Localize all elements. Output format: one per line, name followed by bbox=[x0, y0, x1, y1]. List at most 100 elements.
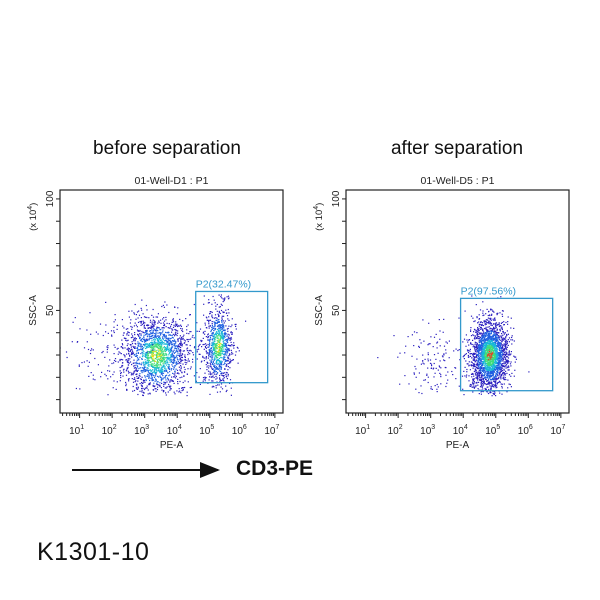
event-dot bbox=[476, 382, 478, 384]
event-dot bbox=[122, 347, 124, 350]
event-dot bbox=[71, 341, 73, 343]
event-dot bbox=[471, 357, 473, 359]
event-dot bbox=[171, 359, 173, 361]
event-dot bbox=[188, 333, 190, 335]
event-dot bbox=[211, 354, 213, 357]
event-dot bbox=[210, 360, 212, 362]
event-dot bbox=[224, 368, 226, 370]
event-dot bbox=[117, 361, 119, 363]
event-dot bbox=[162, 363, 164, 365]
event-dot bbox=[500, 378, 502, 380]
event-dot bbox=[165, 343, 167, 345]
event-dot bbox=[225, 325, 227, 327]
event-dot bbox=[215, 352, 217, 355]
event-dot bbox=[90, 333, 92, 335]
event-dot bbox=[181, 355, 183, 357]
event-dot bbox=[486, 339, 488, 341]
event-dot bbox=[170, 369, 172, 371]
event-dot bbox=[481, 324, 483, 326]
event-dot bbox=[495, 380, 497, 382]
event-dot bbox=[134, 378, 136, 380]
event-dot bbox=[481, 356, 484, 358]
event-dot bbox=[478, 330, 480, 332]
event-dot bbox=[505, 337, 507, 339]
event-dot bbox=[142, 387, 144, 389]
event-dot bbox=[172, 351, 174, 353]
event-dot bbox=[206, 317, 208, 319]
event-dot bbox=[440, 367, 442, 369]
event-dot bbox=[158, 340, 160, 342]
event-dot bbox=[465, 345, 467, 347]
event-dot bbox=[214, 336, 216, 338]
event-dot bbox=[172, 354, 174, 357]
event-dot bbox=[142, 382, 144, 384]
event-dot bbox=[217, 324, 219, 326]
event-dot bbox=[495, 385, 498, 387]
event-dot bbox=[493, 378, 495, 381]
event-dot bbox=[486, 362, 488, 365]
event-dot bbox=[91, 348, 93, 350]
event-dot bbox=[468, 339, 471, 341]
event-dot bbox=[220, 336, 222, 338]
event-dot bbox=[164, 360, 166, 363]
event-dot bbox=[213, 327, 215, 329]
event-dot bbox=[152, 374, 154, 376]
event-dot bbox=[222, 345, 224, 347]
event-dot bbox=[146, 356, 148, 358]
event-dot bbox=[484, 339, 487, 342]
event-dot bbox=[167, 391, 169, 393]
event-dot bbox=[490, 319, 493, 321]
event-dot bbox=[134, 303, 136, 306]
event-dot bbox=[478, 332, 480, 334]
event-dot bbox=[181, 338, 183, 340]
event-dot bbox=[196, 330, 198, 332]
event-dot bbox=[151, 332, 153, 335]
event-dot bbox=[201, 360, 203, 362]
event-dot bbox=[217, 331, 219, 333]
event-dot bbox=[491, 356, 493, 358]
event-dot bbox=[495, 345, 497, 347]
event-dot bbox=[176, 363, 178, 365]
event-dot bbox=[158, 376, 160, 378]
event-dot bbox=[189, 353, 191, 355]
event-dot bbox=[148, 327, 150, 329]
event-dot bbox=[404, 352, 406, 354]
event-dot bbox=[151, 323, 153, 325]
event-dot bbox=[224, 359, 226, 361]
event-dot bbox=[216, 381, 218, 383]
event-dot bbox=[159, 348, 162, 350]
event-dot bbox=[165, 387, 167, 389]
event-dot bbox=[168, 337, 170, 339]
event-dot bbox=[237, 362, 239, 364]
event-dot bbox=[209, 350, 211, 352]
event-dot bbox=[487, 326, 489, 328]
event-dot bbox=[419, 339, 421, 341]
event-dot bbox=[493, 323, 495, 325]
event-dot bbox=[149, 337, 151, 339]
event-dot bbox=[493, 332, 495, 334]
event-dot bbox=[481, 337, 484, 339]
event-dot bbox=[223, 329, 225, 332]
event-dot bbox=[480, 379, 482, 381]
event-dot bbox=[210, 347, 212, 349]
event-dot bbox=[497, 377, 499, 379]
x-tick-label: 105 bbox=[199, 424, 214, 437]
event-dot bbox=[161, 343, 163, 345]
event-dot bbox=[491, 345, 493, 347]
event-dot bbox=[157, 367, 159, 369]
event-dot bbox=[496, 365, 498, 367]
event-dot bbox=[136, 357, 139, 359]
event-dot bbox=[151, 375, 153, 377]
event-dot bbox=[221, 361, 223, 363]
event-dot bbox=[491, 381, 493, 383]
event-dot bbox=[102, 334, 104, 337]
event-dot bbox=[493, 377, 496, 379]
event-dot bbox=[130, 344, 132, 346]
event-dot bbox=[225, 349, 227, 351]
event-dot bbox=[174, 365, 176, 367]
event-dot bbox=[494, 359, 496, 361]
event-dot bbox=[480, 372, 482, 374]
event-dot bbox=[487, 317, 489, 319]
event-dot bbox=[144, 353, 146, 355]
event-dot bbox=[481, 348, 483, 350]
